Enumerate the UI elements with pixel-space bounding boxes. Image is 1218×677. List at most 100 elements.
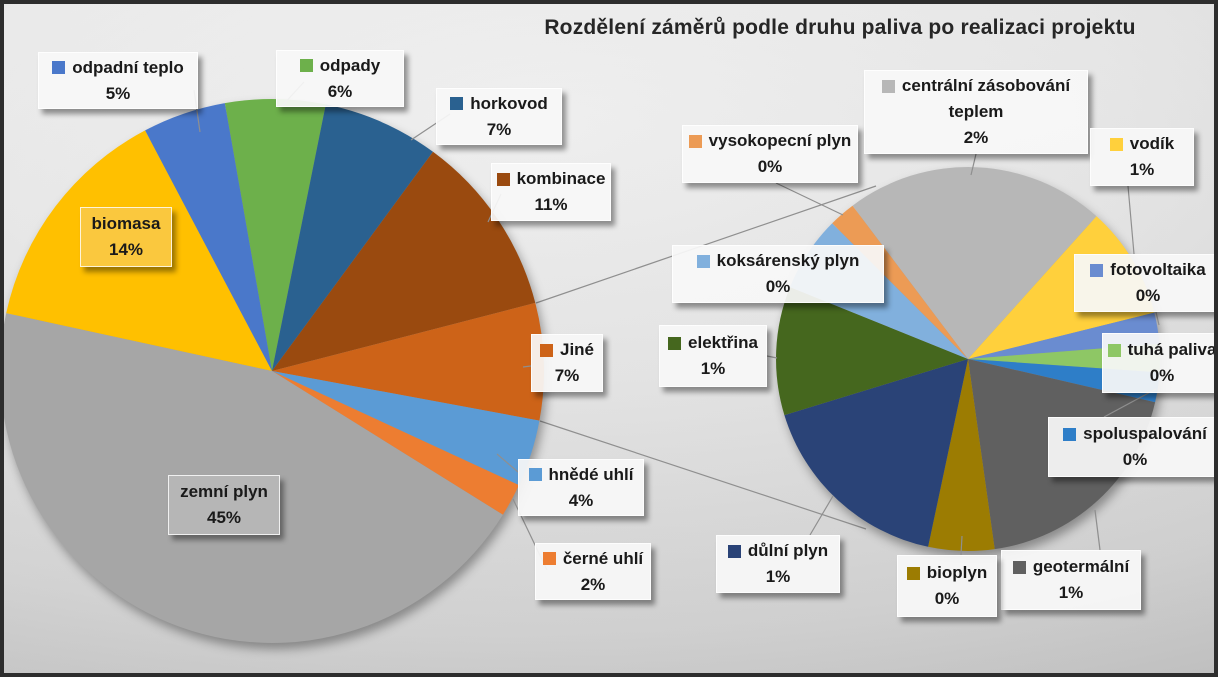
pie-slice-odpadni-teplo bbox=[145, 103, 272, 371]
legend-swatch-icon bbox=[1107, 343, 1121, 357]
label-text: černé uhlí bbox=[562, 548, 644, 568]
label-text: spoluspalování bbox=[1083, 424, 1207, 443]
legend-swatch-icon bbox=[727, 544, 741, 558]
label-text: 7% bbox=[554, 366, 580, 385]
series-connector-line bbox=[539, 420, 867, 530]
label-text: 0% bbox=[757, 157, 783, 176]
label-line: 7% bbox=[441, 117, 557, 143]
pie-slice-dulni-plyn bbox=[784, 359, 968, 547]
label-zemni-plyn: zemní plyn 45% bbox=[168, 475, 280, 535]
label-line: biomasa bbox=[85, 211, 167, 237]
legend-swatch-icon bbox=[688, 134, 702, 148]
label-line: 0% bbox=[902, 586, 992, 612]
legend-swatch-icon bbox=[52, 61, 66, 74]
label-line: tuhá paliva bbox=[1107, 337, 1217, 363]
label-line: 2% bbox=[869, 125, 1083, 151]
label-dulni-plyn: důlní plyn 1% bbox=[716, 535, 840, 593]
label-centralni-zasobovani: centrální zásobování teplem 2% bbox=[864, 70, 1088, 154]
label-text: 0% bbox=[1122, 450, 1148, 469]
legend-swatch-icon bbox=[696, 254, 710, 268]
label-text: 11% bbox=[534, 195, 568, 214]
pie-slice-vodik bbox=[968, 216, 1155, 359]
leader-line bbox=[766, 355, 778, 359]
label-line: 11% bbox=[496, 192, 606, 218]
label-line: 4% bbox=[523, 488, 639, 514]
label-text: kombinace bbox=[516, 169, 606, 188]
pie-slice-jine bbox=[272, 302, 544, 421]
leader-line bbox=[1155, 311, 1160, 326]
label-line: černé uhlí bbox=[540, 546, 646, 572]
pie-slice-kombinace bbox=[272, 151, 536, 371]
label-text: 45% bbox=[206, 508, 242, 527]
chart-title: Rozdělení záměrů podle druhu paliva po r… bbox=[544, 16, 1136, 39]
label-spoluspalovani: spoluspalování 0% bbox=[1048, 417, 1214, 477]
label-line: 1% bbox=[721, 564, 835, 590]
label-line: 0% bbox=[1053, 447, 1214, 473]
label-line: důlní plyn bbox=[721, 538, 835, 564]
label-text: 5% bbox=[105, 83, 131, 103]
label-line: zemní plyn bbox=[173, 479, 275, 505]
label-text: 6% bbox=[327, 81, 353, 101]
label-odpady: odpady 6% bbox=[276, 50, 404, 107]
label-text: elektřina bbox=[688, 333, 758, 352]
label-text: zemní plyn bbox=[180, 482, 268, 501]
label-kombinace: kombinace 11% bbox=[491, 163, 611, 221]
legend-swatch-icon bbox=[881, 79, 895, 93]
label-text: bioplyn bbox=[926, 563, 988, 582]
label-text: geotermální bbox=[1032, 557, 1130, 576]
label-text: 1% bbox=[700, 359, 726, 378]
label-text: koksárenský plyn bbox=[716, 251, 860, 270]
label-text: odpadní teplo bbox=[72, 57, 184, 77]
pie-slice-horkovod bbox=[272, 104, 433, 372]
label-line: 0% bbox=[1079, 283, 1214, 309]
leader-line bbox=[1127, 185, 1135, 255]
label-line: elektřina bbox=[664, 330, 762, 356]
leader-line bbox=[970, 153, 977, 176]
label-text: 0% bbox=[765, 277, 791, 296]
label-line: koksárenský plyn bbox=[677, 248, 879, 274]
label-line: 1% bbox=[1006, 580, 1136, 606]
legend-swatch-icon bbox=[906, 566, 920, 580]
label-biomasa: biomasa 14% bbox=[80, 207, 172, 267]
label-line: 1% bbox=[664, 356, 762, 382]
label-line: 0% bbox=[677, 274, 879, 300]
legend-swatch-icon bbox=[668, 336, 682, 350]
label-text: biomasa bbox=[91, 214, 161, 233]
label-line: kombinace bbox=[496, 166, 606, 192]
label-bioplyn: bioplyn 0% bbox=[897, 555, 997, 617]
label-line: 14% bbox=[85, 237, 167, 263]
label-jine: Jiné 7% bbox=[531, 334, 603, 392]
label-text: 4% bbox=[568, 490, 594, 510]
label-line: hnědé uhlí bbox=[523, 462, 639, 488]
legend-swatch-icon bbox=[299, 59, 313, 72]
label-text: 0% bbox=[934, 589, 960, 608]
leader-line bbox=[496, 453, 519, 473]
label-text: tuhá paliva bbox=[1127, 340, 1217, 359]
label-tuha-paliva: tuhá paliva 0% bbox=[1102, 333, 1217, 393]
pie-slice-vysokopecni-plyn bbox=[832, 205, 968, 359]
leader-line bbox=[522, 365, 532, 368]
pie-slice-bioplyn bbox=[928, 359, 995, 551]
label-horkovod: horkovod 7% bbox=[436, 88, 562, 145]
label-line: 0% bbox=[1107, 363, 1214, 389]
label-line: odpadní teplo bbox=[43, 55, 193, 81]
label-line: 45% bbox=[173, 505, 275, 531]
label-line: geotermální bbox=[1006, 554, 1136, 580]
label-line: 6% bbox=[281, 79, 399, 105]
label-text: 0% bbox=[1135, 286, 1161, 305]
label-line: horkovod bbox=[441, 91, 557, 117]
label-text: 0% bbox=[1149, 366, 1175, 385]
legend-swatch-icon bbox=[1109, 137, 1123, 151]
legend-swatch-icon bbox=[450, 97, 464, 110]
label-geotermalni: geotermální 1% bbox=[1001, 550, 1141, 610]
label-odpadni-teplo: odpadní teplo 5% bbox=[38, 52, 198, 109]
legend-swatch-icon bbox=[528, 468, 542, 481]
pie-slice-cerne-uhli bbox=[272, 371, 519, 515]
label-line: 1% bbox=[1095, 157, 1189, 183]
label-vodik: vodík 1% bbox=[1090, 128, 1194, 186]
legend-swatch-icon bbox=[496, 172, 510, 186]
leader-line bbox=[960, 535, 963, 556]
label-text: odpady bbox=[319, 55, 381, 75]
label-text: horkovod bbox=[470, 93, 548, 113]
